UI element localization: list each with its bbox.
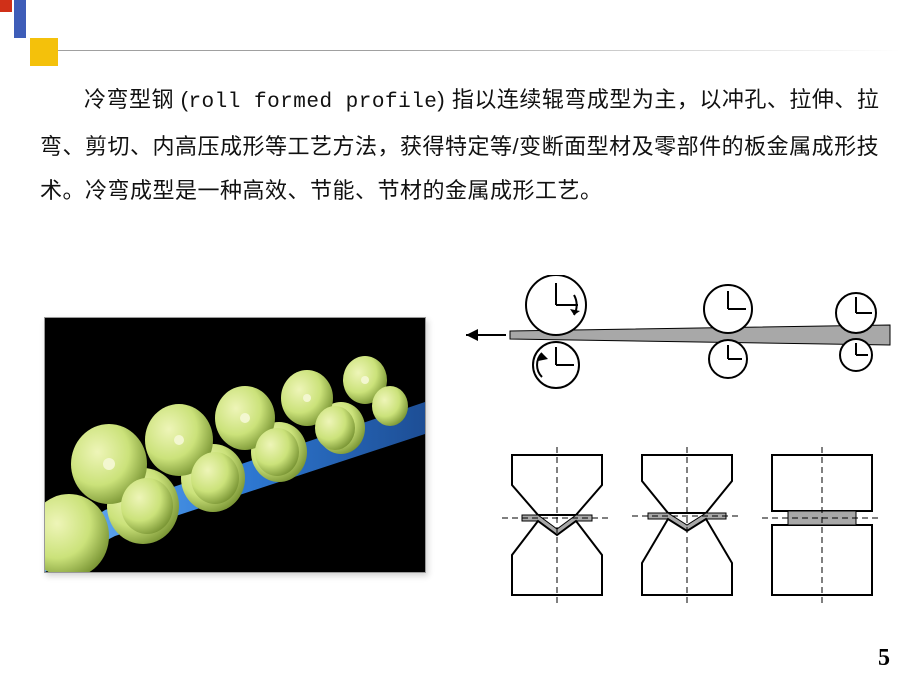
diagram-bottom-profiles <box>502 447 882 603</box>
photo-roll-forming-3d <box>44 317 426 573</box>
text-lead: 冷弯型钢 ( <box>84 87 188 112</box>
decor-blue-bar <box>14 0 26 38</box>
text-english-term: roll formed profile <box>188 91 437 114</box>
decor-red-square <box>0 0 12 12</box>
page-number: 5 <box>878 645 890 672</box>
body-paragraph: 冷弯型钢 (roll formed profile) 指以连续辊弯成型为主，以冲… <box>40 78 888 213</box>
figure-row <box>40 275 900 615</box>
decor-yellow-square <box>30 38 58 66</box>
diagram-roll-schematic <box>460 275 900 615</box>
decor-rule-line <box>30 50 900 51</box>
diagram-top-sideview <box>466 275 890 388</box>
